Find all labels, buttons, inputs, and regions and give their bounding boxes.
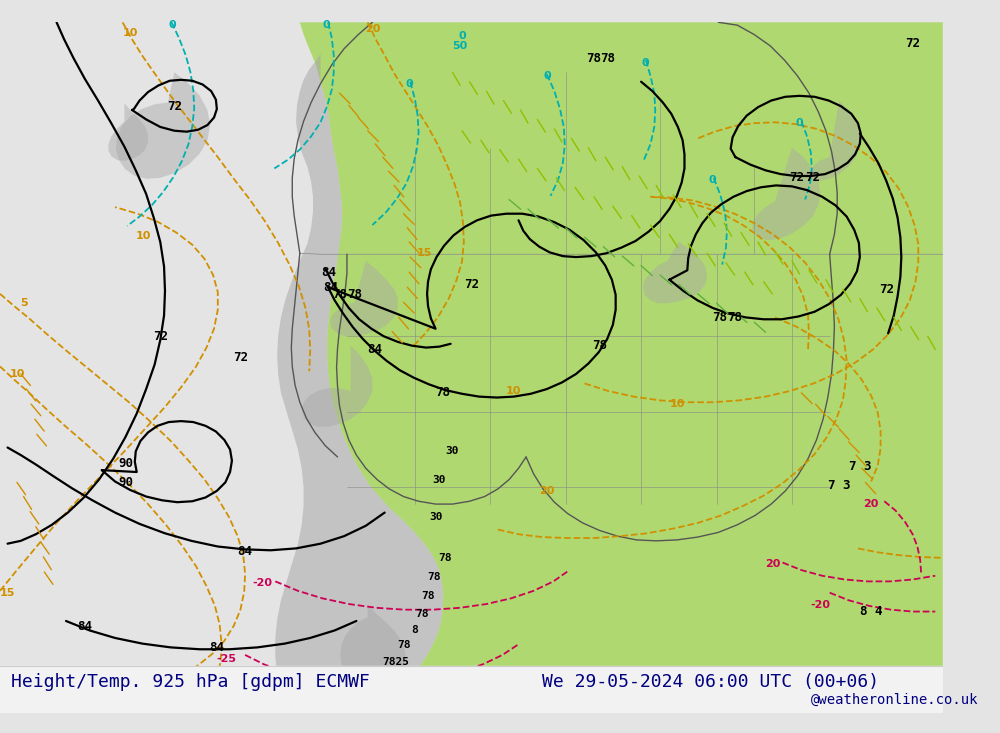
Text: 50: 50 — [452, 41, 468, 51]
Text: 20: 20 — [539, 486, 555, 496]
Polygon shape — [116, 73, 210, 179]
Text: 0: 0 — [169, 20, 176, 30]
Text: 78: 78 — [592, 339, 607, 352]
Text: 72: 72 — [805, 172, 820, 185]
Text: -25: -25 — [443, 680, 463, 690]
Polygon shape — [643, 242, 707, 303]
Text: 10: 10 — [9, 369, 25, 379]
Text: 0: 0 — [405, 78, 413, 89]
Polygon shape — [811, 100, 860, 181]
Text: 78: 78 — [427, 572, 440, 582]
Text: 78: 78 — [600, 51, 615, 65]
Text: 8 4: 8 4 — [860, 605, 882, 618]
Text: 0: 0 — [322, 20, 330, 30]
Text: 72: 72 — [464, 278, 479, 291]
Polygon shape — [752, 148, 820, 240]
Text: 72: 72 — [153, 330, 168, 343]
Text: 30: 30 — [446, 446, 459, 456]
Text: 78: 78 — [332, 288, 347, 301]
Text: 72: 72 — [905, 37, 920, 51]
Text: 78: 78 — [438, 553, 452, 563]
Polygon shape — [340, 605, 405, 686]
Text: 78: 78 — [436, 386, 451, 399]
Text: 15: 15 — [0, 588, 15, 597]
Text: 72: 72 — [789, 172, 804, 185]
Text: 72: 72 — [167, 100, 182, 113]
Text: 10: 10 — [136, 232, 151, 241]
Text: 15: 15 — [417, 248, 432, 258]
Text: 10: 10 — [669, 399, 685, 409]
Text: 7 3: 7 3 — [828, 479, 850, 492]
Text: -20: -20 — [810, 600, 830, 610]
Text: @weatheronline.co.uk: @weatheronline.co.uk — [811, 693, 978, 707]
Text: 30: 30 — [433, 474, 446, 485]
Text: 72: 72 — [879, 283, 894, 295]
Polygon shape — [275, 54, 443, 713]
Text: 78: 78 — [727, 311, 742, 324]
Text: 84: 84 — [238, 545, 253, 558]
Text: 84: 84 — [209, 641, 224, 654]
Text: We 29-05-2024 06:00 UTC (00+06): We 29-05-2024 06:00 UTC (00+06) — [542, 674, 879, 691]
Text: 20: 20 — [765, 559, 781, 570]
Text: 78: 78 — [586, 51, 601, 65]
Text: 0: 0 — [641, 58, 649, 68]
Text: 10: 10 — [506, 386, 522, 396]
Text: 7 3: 7 3 — [849, 460, 871, 473]
Text: 7825: 7825 — [382, 657, 409, 666]
Text: 20: 20 — [365, 24, 380, 34]
Polygon shape — [108, 103, 148, 161]
Text: 84: 84 — [77, 620, 92, 633]
Text: 84: 84 — [322, 265, 337, 279]
Text: 5: 5 — [20, 298, 27, 309]
Text: 78: 78 — [712, 311, 727, 324]
Text: 20: 20 — [863, 499, 879, 509]
Polygon shape — [302, 346, 372, 427]
Text: -25: -25 — [216, 654, 236, 663]
Text: 10: 10 — [122, 28, 138, 37]
Text: 0: 0 — [708, 174, 716, 185]
Bar — [0, 666, 943, 713]
Text: 8: 8 — [411, 625, 418, 636]
Text: 0: 0 — [796, 118, 803, 128]
Text: 30: 30 — [429, 512, 442, 523]
Text: -20: -20 — [252, 578, 272, 589]
Text: 84: 84 — [368, 343, 383, 356]
Text: 78: 78 — [397, 641, 410, 650]
Polygon shape — [330, 261, 398, 336]
Polygon shape — [300, 22, 943, 713]
Text: 78: 78 — [416, 609, 429, 619]
Text: 84: 84 — [323, 281, 338, 294]
Text: Height/Temp. 925 hPa [gdpm] ECMWF: Height/Temp. 925 hPa [gdpm] ECMWF — [11, 674, 370, 691]
Text: 72: 72 — [233, 350, 248, 364]
Text: 90: 90 — [119, 476, 134, 489]
Text: 90: 90 — [119, 457, 134, 470]
Text: 78: 78 — [347, 288, 362, 301]
Text: 78: 78 — [421, 591, 435, 600]
Text: 0: 0 — [458, 32, 466, 42]
Text: 0: 0 — [543, 71, 551, 81]
